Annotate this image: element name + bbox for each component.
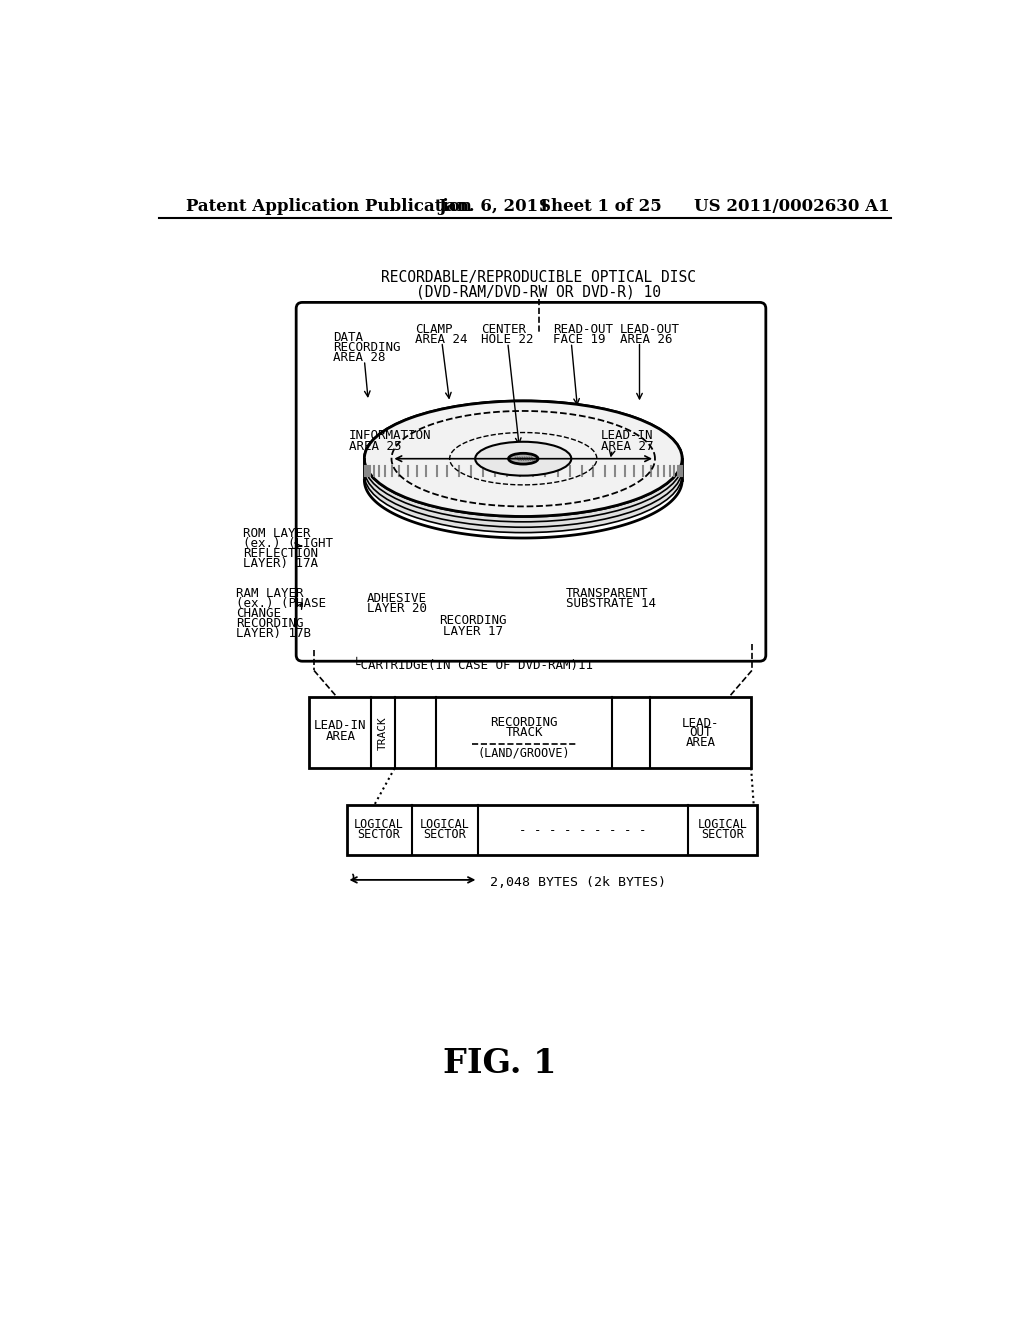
Text: (ex.) (LIGHT: (ex.) (LIGHT bbox=[243, 537, 333, 550]
Ellipse shape bbox=[475, 442, 571, 475]
Text: AREA 25: AREA 25 bbox=[349, 440, 401, 453]
Text: OUT: OUT bbox=[689, 726, 712, 739]
Text: (LAND/GROOVE): (LAND/GROOVE) bbox=[478, 746, 570, 759]
Text: CLAMP: CLAMP bbox=[415, 323, 453, 335]
Text: FIG. 1: FIG. 1 bbox=[443, 1047, 557, 1080]
Ellipse shape bbox=[365, 417, 682, 533]
Text: (ex.) (PHASE: (ex.) (PHASE bbox=[237, 597, 327, 610]
Text: └CARTRIDGE(IN CASE OF DVD-RAM)11: └CARTRIDGE(IN CASE OF DVD-RAM)11 bbox=[352, 659, 593, 672]
Text: REFLECTION: REFLECTION bbox=[243, 546, 317, 560]
Text: DATA: DATA bbox=[334, 330, 364, 343]
Text: - - - - - - - - -: - - - - - - - - - bbox=[519, 824, 647, 837]
Text: RAM LAYER: RAM LAYER bbox=[237, 587, 304, 601]
Text: LAYER 17: LAYER 17 bbox=[442, 626, 503, 639]
Ellipse shape bbox=[509, 453, 538, 465]
Text: LOGICAL: LOGICAL bbox=[697, 817, 748, 830]
Text: LEAD-IN: LEAD-IN bbox=[314, 718, 367, 731]
Text: LOGICAL: LOGICAL bbox=[354, 817, 404, 830]
Text: RECORDING: RECORDING bbox=[237, 616, 304, 630]
Bar bbox=[346, 805, 758, 855]
Text: CENTER: CENTER bbox=[480, 323, 525, 335]
Text: ROM LAYER: ROM LAYER bbox=[243, 527, 310, 540]
Text: TRANSPARENT: TRANSPARENT bbox=[566, 587, 648, 601]
Ellipse shape bbox=[365, 401, 682, 516]
Text: AREA 27: AREA 27 bbox=[601, 440, 653, 453]
Text: HOLE 22: HOLE 22 bbox=[480, 333, 534, 346]
Text: LEAD-IN: LEAD-IN bbox=[601, 429, 653, 442]
Text: SECTOR: SECTOR bbox=[357, 829, 400, 841]
Text: CHANGE: CHANGE bbox=[237, 607, 282, 620]
Ellipse shape bbox=[365, 412, 682, 527]
Text: SECTOR: SECTOR bbox=[424, 829, 466, 841]
Text: RECORDING: RECORDING bbox=[334, 341, 400, 354]
Text: US 2011/0002630 A1: US 2011/0002630 A1 bbox=[693, 198, 890, 215]
Text: ADHESIVE: ADHESIVE bbox=[367, 593, 427, 606]
Text: Patent Application Publication: Patent Application Publication bbox=[186, 198, 472, 215]
Text: RECORDABLE/REPRODUCIBLE OPTICAL DISC: RECORDABLE/REPRODUCIBLE OPTICAL DISC bbox=[381, 271, 696, 285]
Ellipse shape bbox=[365, 401, 682, 516]
Text: LOGICAL: LOGICAL bbox=[420, 817, 470, 830]
Text: LAYER) 17A: LAYER) 17A bbox=[243, 557, 317, 570]
Text: 2,048 BYTES (2k BYTES): 2,048 BYTES (2k BYTES) bbox=[489, 875, 666, 888]
Text: SUBSTRATE 14: SUBSTRATE 14 bbox=[566, 597, 656, 610]
Text: AREA 24: AREA 24 bbox=[415, 333, 467, 346]
Text: INFORMATION: INFORMATION bbox=[349, 429, 431, 442]
Bar bbox=[309, 697, 751, 768]
Text: LEAD-OUT: LEAD-OUT bbox=[621, 323, 680, 335]
Text: TRACK: TRACK bbox=[378, 715, 388, 750]
Text: LAYER) 17B: LAYER) 17B bbox=[237, 627, 311, 640]
Text: AREA 26: AREA 26 bbox=[621, 333, 673, 346]
Text: TRACK: TRACK bbox=[505, 726, 543, 739]
Text: FACE 19: FACE 19 bbox=[553, 333, 605, 346]
Text: AREA: AREA bbox=[686, 737, 716, 750]
Text: AREA: AREA bbox=[326, 730, 355, 743]
Ellipse shape bbox=[365, 407, 682, 521]
Text: (DVD-RAM/DVD-RW OR DVD-R) 10: (DVD-RAM/DVD-RW OR DVD-R) 10 bbox=[416, 284, 662, 300]
Text: RECORDING: RECORDING bbox=[490, 715, 558, 729]
Text: LEAD-: LEAD- bbox=[682, 717, 720, 730]
Text: AREA 28: AREA 28 bbox=[334, 351, 386, 363]
Text: RECORDING: RECORDING bbox=[439, 614, 507, 627]
Text: SECTOR: SECTOR bbox=[701, 829, 743, 841]
Text: READ-OUT: READ-OUT bbox=[553, 323, 612, 335]
Text: LAYER 20: LAYER 20 bbox=[367, 602, 427, 615]
Text: Sheet 1 of 25: Sheet 1 of 25 bbox=[539, 198, 662, 215]
Text: Jan. 6, 2011: Jan. 6, 2011 bbox=[438, 198, 550, 215]
FancyBboxPatch shape bbox=[296, 302, 766, 661]
